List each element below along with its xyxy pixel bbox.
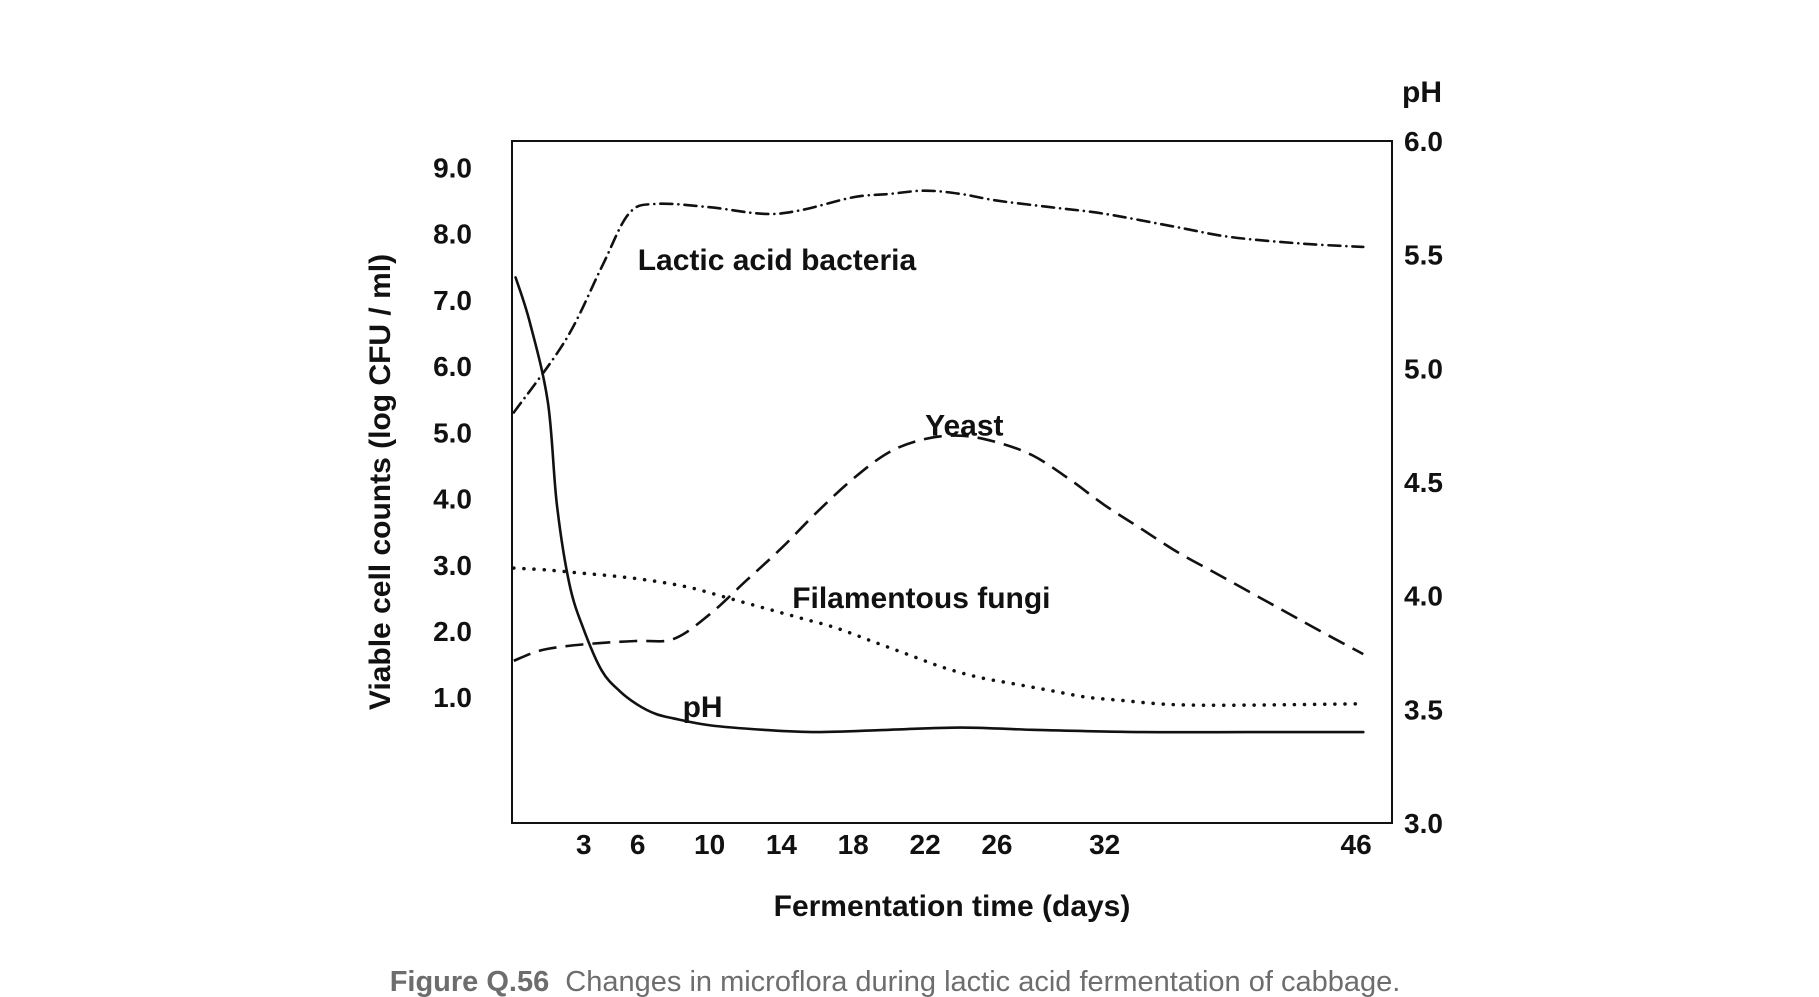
series-lines <box>512 189 1366 734</box>
y-left-tick-label: 5.0 <box>433 417 472 448</box>
y-right-tick-label: 3.0 <box>1404 808 1443 839</box>
y-right-tick-label: 5.0 <box>1404 353 1443 384</box>
y-left-tick-label: 1.0 <box>433 682 472 713</box>
y-right-tick-label: 3.5 <box>1404 694 1443 725</box>
y-right-tick-label: 4.5 <box>1404 467 1443 498</box>
series-annotations: Lactic acid bacteria Yeast Filamentous fun… <box>638 244 1051 724</box>
series-line-lactic-acid-bacteria <box>512 189 1365 414</box>
y-left-tick-labels: 9.0 8.0 7.0 6.0 5.0 4.0 3.0 2.0 1.0 <box>433 153 472 714</box>
x-tick-label: 22 <box>910 829 941 860</box>
x-tick-label: 18 <box>838 829 869 860</box>
y-left-tick-label: 9.0 <box>433 153 472 184</box>
y-left-axis-title: Viable cell counts (log CFU / ml) <box>364 254 397 710</box>
y-left-tick-label: 7.0 <box>433 285 472 316</box>
plot-frame <box>511 140 1393 824</box>
series-line-filamentous-fungi <box>512 566 1366 708</box>
y-right-tick-label: 5.5 <box>1404 240 1443 271</box>
x-tick-label: 6 <box>630 829 646 860</box>
y-left-tick-label: 4.0 <box>433 484 472 515</box>
x-axis-title: Fermentation time (days) <box>774 890 1131 923</box>
series-label-filamentous-fungi: Filamentous fungi <box>792 582 1050 615</box>
figure-caption: Figure Q.56 Changes in microflora during… <box>390 966 1401 997</box>
y-left-tick-label: 2.0 <box>433 616 472 647</box>
x-tick-label: 26 <box>981 829 1012 860</box>
y-right-axis-title: pH <box>1402 76 1442 109</box>
x-tick-label: 46 <box>1341 829 1372 860</box>
y-right-tick-labels: 6.0 5.5 5.0 4.5 4.0 3.5 3.0 <box>1404 126 1443 839</box>
series-label-yeast: Yeast <box>925 410 1003 443</box>
x-tick-label: 14 <box>766 829 798 860</box>
y-left-tick-label: 3.0 <box>433 550 472 581</box>
x-tick-label: 32 <box>1089 829 1120 860</box>
series-label-ph: pH <box>683 691 723 724</box>
x-tick-labels: 3 6 10 14 18 22 26 32 46 <box>576 829 1372 860</box>
y-left-tick-label: 6.0 <box>433 351 472 382</box>
series-line-yeast <box>513 434 1364 662</box>
y-left-tick-label: 8.0 <box>433 219 472 250</box>
x-tick-label: 10 <box>694 829 725 860</box>
series-line-ph <box>514 276 1365 734</box>
caption-text: Changes in microflora during lactic acid… <box>565 966 1400 997</box>
y-right-tick-label: 6.0 <box>1404 126 1443 157</box>
y-right-tick-label: 4.0 <box>1404 581 1443 612</box>
caption-number: Figure Q.56 <box>390 966 550 997</box>
series-label-lactic-acid-bacteria: Lactic acid bacteria <box>638 244 917 277</box>
x-tick-label: 3 <box>576 829 592 860</box>
